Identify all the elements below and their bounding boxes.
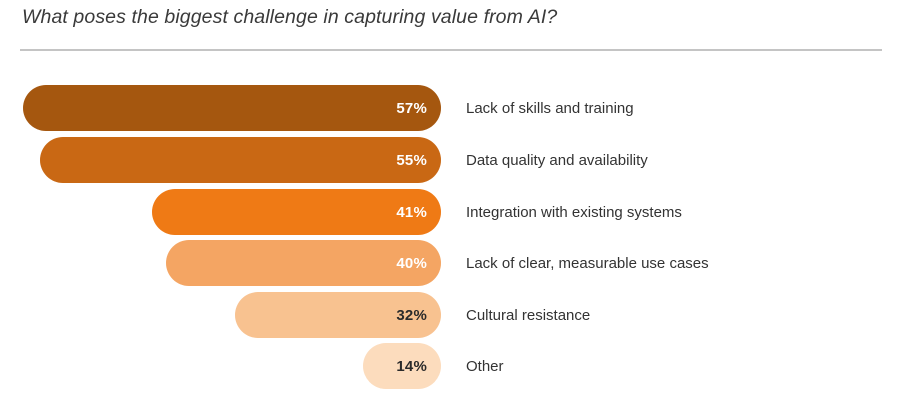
bar-value-label: 55% [396, 151, 427, 169]
bar-use-cases: 40% [166, 240, 441, 286]
category-label: Cultural resistance [466, 306, 591, 324]
chart-row: 40% Lack of clear, measurable use cases [0, 240, 900, 286]
bar-value-label: 32% [396, 306, 427, 324]
chart-row: 41% Integration with existing systems [0, 189, 900, 235]
category-label: Data quality and availability [466, 151, 648, 169]
bar-integration: 41% [152, 189, 441, 235]
category-label: Lack of clear, measurable use cases [466, 254, 709, 272]
bar-value-label: 40% [396, 254, 427, 272]
chart-row: 57% Lack of skills and training [0, 85, 900, 131]
bar-value-label: 14% [396, 357, 427, 375]
bar-other: 14% [363, 343, 441, 389]
chart-row: 32% Cultural resistance [0, 292, 900, 338]
category-label: Other [466, 357, 504, 375]
title-divider [20, 49, 882, 51]
category-label: Lack of skills and training [466, 99, 634, 117]
chart-row: 14% Other [0, 343, 900, 389]
bar-cultural-resistance: 32% [235, 292, 441, 338]
bar-value-label: 57% [396, 99, 427, 117]
bar-lack-of-skills: 57% [23, 85, 441, 131]
chart-title: What poses the biggest challenge in capt… [22, 6, 558, 28]
bar-value-label: 41% [396, 203, 427, 221]
category-label: Integration with existing systems [466, 203, 682, 221]
chart-row: 55% Data quality and availability [0, 137, 900, 183]
bar-data-quality: 55% [40, 137, 441, 183]
